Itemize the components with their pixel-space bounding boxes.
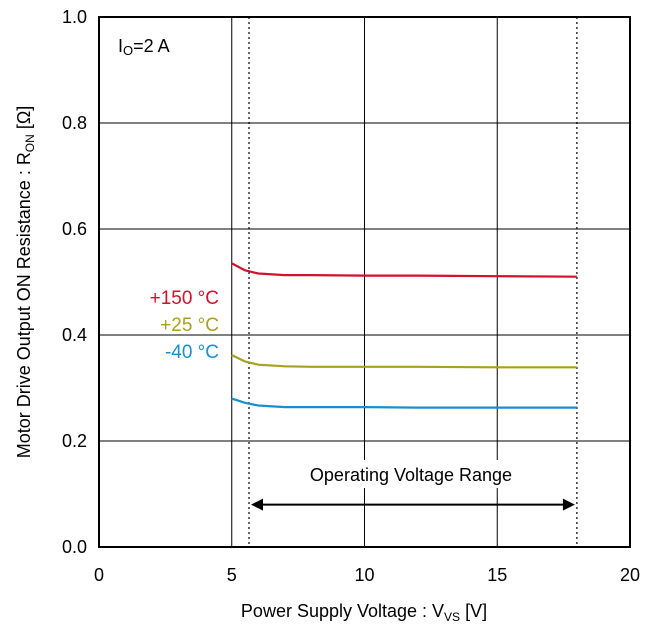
series-label: +25 °C <box>160 315 219 336</box>
y-tick-label: 0.4 <box>62 325 87 345</box>
condition-rest: =2 A <box>133 36 170 56</box>
operating-range-markers <box>248 17 578 547</box>
x-tick-label: 15 <box>487 565 507 585</box>
plot-frame <box>98 16 631 548</box>
x-tick-label: 5 <box>227 565 237 585</box>
x-tick-label: 20 <box>620 565 640 585</box>
x-axis-title-main: Power Supply Voltage : V <box>241 601 444 621</box>
series-group <box>231 262 577 409</box>
series-label: -40 °C <box>165 342 219 363</box>
series-line <box>231 397 577 409</box>
y-tick-label: 0.2 <box>62 431 87 451</box>
grid <box>99 17 630 547</box>
x-axis-title-sub: VS <box>444 610 460 624</box>
x-tick-label: 0 <box>94 565 104 585</box>
operating-range-label-bg <box>270 460 554 488</box>
operating-range-arrowhead-right <box>562 498 575 511</box>
y-axis-title-sub: ON <box>23 134 37 152</box>
x-tick-label: 10 <box>354 565 374 585</box>
x-axis-title-unit: [V] <box>460 601 487 621</box>
y-tick-label: 1.0 <box>62 7 87 27</box>
y-tick-label: 0.0 <box>62 537 87 557</box>
x-axis-title: Power Supply Voltage : VVS [V] <box>241 601 487 624</box>
y-axis-title-unit: [Ω] <box>14 106 34 134</box>
tick-labels: 0 5 10 15 20 0.0 0.2 0.4 0.6 0.8 1.0 <box>62 7 640 585</box>
condition-label: IO=2 A <box>118 36 170 58</box>
y-tick-label: 0.6 <box>62 219 87 239</box>
y-axis-title: Motor Drive Output ON Resistance : RON [… <box>14 106 37 459</box>
annotations: +150 °C +25 °C -40 °C Operating Voltage Ran… <box>150 288 575 511</box>
operating-range-label: Operating Voltage Range <box>310 465 512 485</box>
series-line <box>231 262 577 278</box>
operating-range-arrowhead-left <box>251 498 264 511</box>
y-axis-title-main: Motor Drive Output ON Resistance : R <box>14 152 34 458</box>
series-line <box>231 354 577 369</box>
y-tick-label: 0.8 <box>62 113 87 133</box>
condition-sub: O <box>123 43 133 58</box>
condition-main: I <box>118 36 123 56</box>
series-label: +150 °C <box>150 288 219 309</box>
